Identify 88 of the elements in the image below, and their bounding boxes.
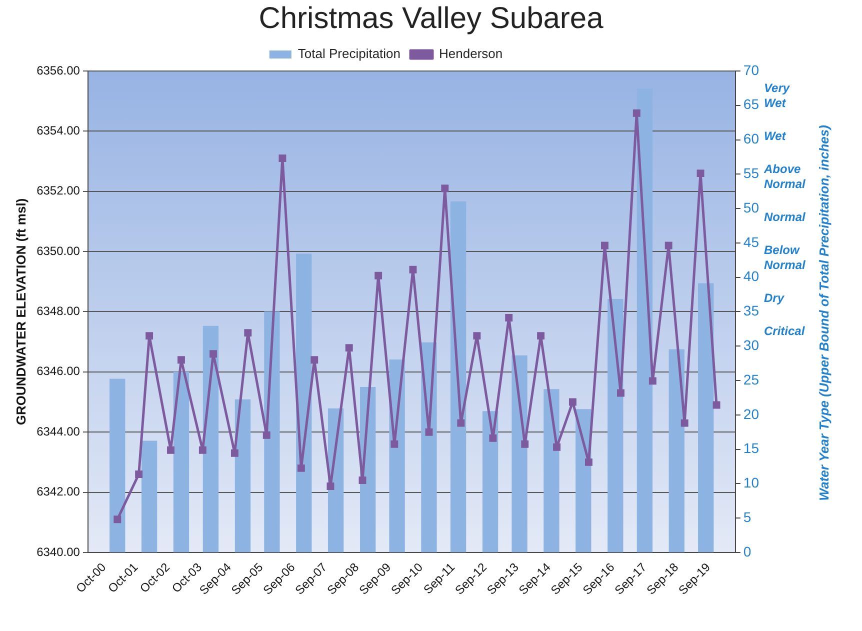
bar: [264, 311, 280, 552]
text: Below Normal: [764, 243, 806, 273]
y2-tick-label: 20: [743, 406, 760, 422]
point: [425, 428, 433, 436]
point: [648, 377, 656, 385]
point: [135, 470, 143, 478]
bar: [296, 254, 312, 552]
bar: [450, 201, 466, 552]
point: [457, 419, 465, 427]
y2-tick-label: 60: [743, 130, 760, 147]
bar: [636, 88, 653, 552]
point: [244, 329, 252, 337]
y-tick-label: 6342.00: [36, 484, 80, 499]
chart-title: Christmas Valley Subarea: [258, 2, 604, 36]
y-axis-title: GROUNDWATER ELEVATION (ft msl): [13, 198, 28, 426]
point: [310, 356, 318, 364]
y2-tick-label: 65: [743, 96, 760, 112]
text: Normal: [764, 210, 806, 225]
y2-tick-label: 5: [743, 508, 752, 525]
point: [390, 440, 398, 448]
point: [568, 398, 576, 406]
y-tick-label: 6356.00: [36, 63, 80, 78]
bar: [698, 283, 714, 552]
y2-tick-label: 35: [743, 302, 760, 319]
bar: [512, 355, 528, 552]
point: [374, 272, 382, 280]
y-tick-label: 6340.00: [36, 544, 80, 559]
y2-axis-title: Water Year Type (Upper Bound of Total Precipitation, inches): [816, 125, 832, 501]
bar: [544, 389, 560, 552]
point: [553, 443, 561, 451]
point: [712, 401, 720, 409]
point: [230, 449, 238, 457]
point: [345, 344, 353, 352]
bar: [234, 399, 251, 552]
text: Critical: [764, 324, 806, 339]
legend-label: Total Precipitation: [298, 46, 401, 62]
bar: [608, 299, 624, 552]
y-tick-label: 6348.00: [36, 304, 80, 318]
point: [114, 516, 122, 524]
y2-tick-label: 10: [743, 474, 760, 491]
point: [680, 419, 688, 427]
y2-tick-label: 0: [743, 543, 752, 560]
y2-tick-label: 70: [743, 62, 760, 78]
y2-tick-label: 55: [743, 165, 760, 182]
y2-tick-label: 15: [743, 440, 760, 456]
text: Wet: [764, 129, 788, 144]
y2-tick-label: 45: [743, 234, 760, 250]
bar: [173, 372, 190, 552]
point: [584, 458, 592, 466]
point: [297, 464, 305, 472]
y2-tick-label: 40: [743, 268, 760, 284]
text: Dry: [764, 291, 786, 306]
legend-label: Henderson: [439, 46, 503, 62]
point: [167, 446, 174, 454]
point: [409, 266, 417, 274]
point: [473, 332, 481, 340]
y-tick-label: 6350.00: [36, 244, 80, 258]
point: [326, 482, 334, 490]
point: [441, 184, 449, 192]
bar: [110, 378, 126, 552]
point: [278, 154, 286, 162]
point: [198, 446, 206, 454]
y-tick-label: 6354.00: [36, 123, 80, 138]
text: Above Normal: [764, 162, 806, 192]
point: [521, 440, 529, 448]
y2-tick-label: 25: [743, 371, 760, 388]
bar: [141, 440, 158, 552]
y2-tick-label: 30: [743, 336, 760, 353]
point: [664, 242, 672, 250]
y-tick-label: 6352.00: [36, 184, 80, 198]
point: [632, 109, 640, 117]
point: [358, 476, 366, 484]
text: Very Wet: [764, 81, 791, 111]
point: [210, 350, 217, 358]
point: [146, 332, 154, 340]
bar: [668, 349, 684, 552]
point: [601, 242, 608, 250]
y-tick-label: 6344.00: [36, 424, 80, 438]
point: [489, 434, 497, 442]
bar: [482, 411, 498, 552]
point: [262, 431, 270, 439]
point: [617, 389, 624, 397]
y-tick-label: 6346.00: [36, 364, 80, 378]
point: [537, 332, 545, 340]
point: [178, 356, 185, 364]
y2-tick-label: 50: [743, 199, 760, 216]
point: [696, 170, 704, 178]
point: [505, 314, 513, 322]
